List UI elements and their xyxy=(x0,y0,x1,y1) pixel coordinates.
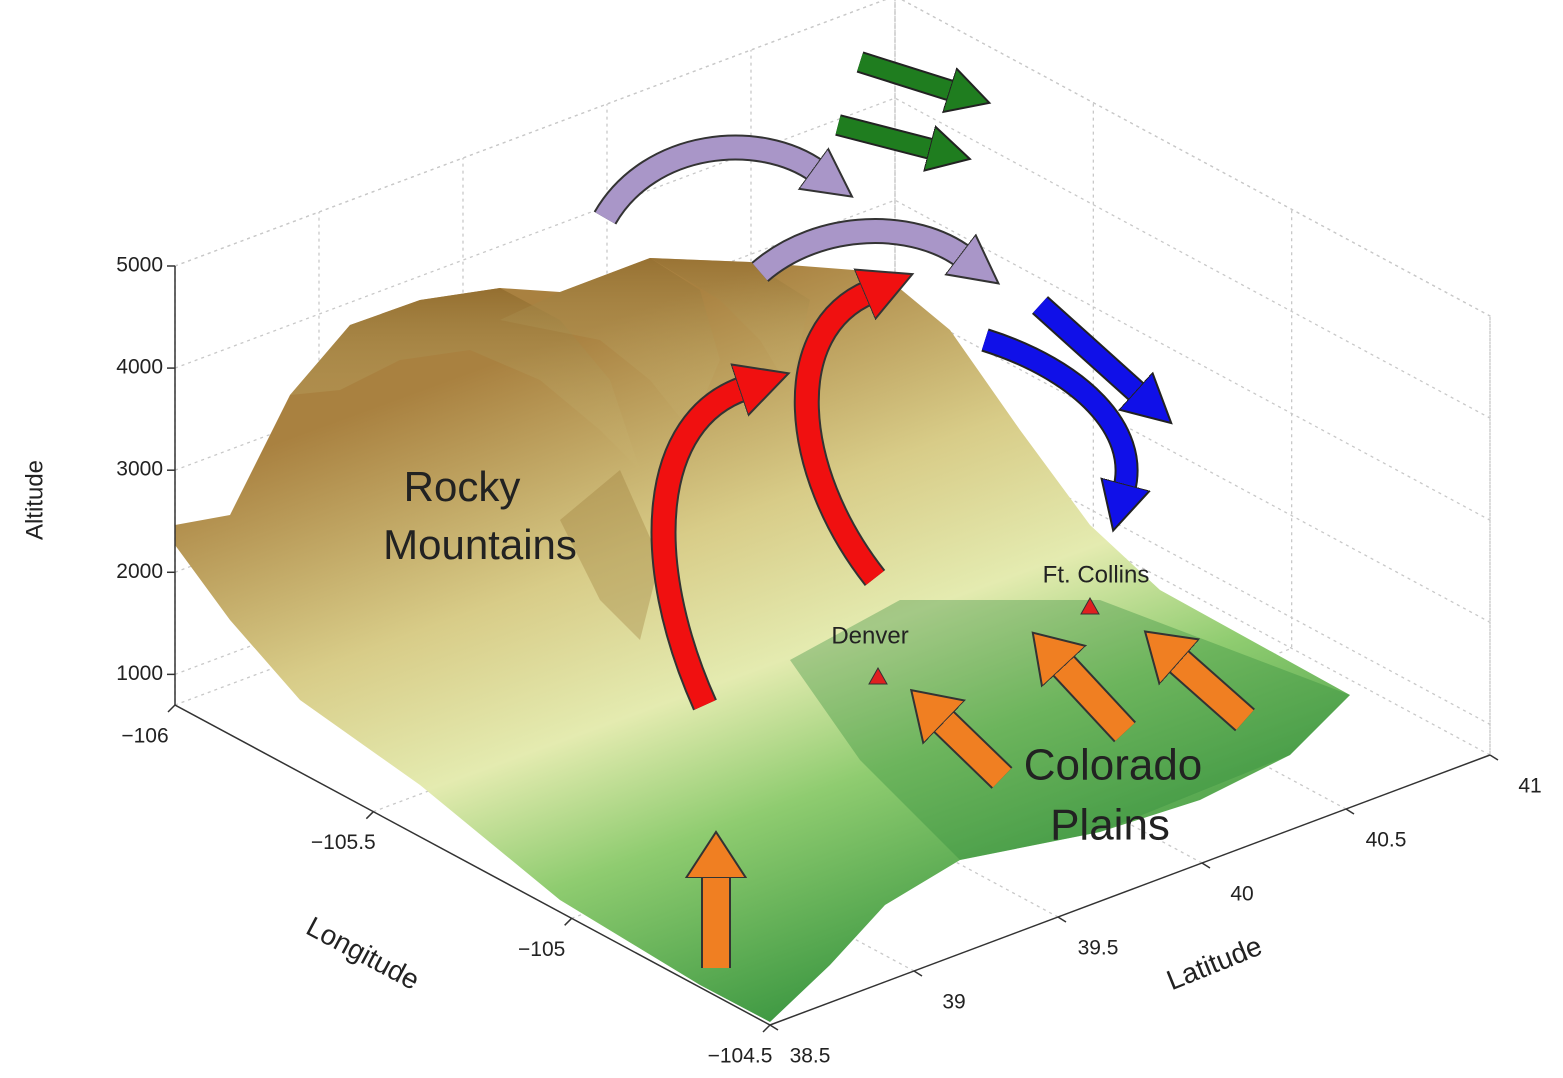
annotation: Colorado xyxy=(1024,741,1203,790)
z-axis-label: Altitude xyxy=(21,460,48,540)
orange-arrow xyxy=(940,718,1013,789)
annotation: Plains xyxy=(1050,801,1170,850)
z-tick-label: 1000 xyxy=(116,662,163,685)
annotation: Ft. Collins xyxy=(1043,561,1150,588)
y-axis-label: Latitude xyxy=(1162,930,1266,996)
terrain-surface xyxy=(175,258,1350,1022)
blue-arrow xyxy=(1031,296,1140,395)
z-tick-label: 4000 xyxy=(116,356,163,379)
terrain xyxy=(175,258,1350,1022)
orange-arrow xyxy=(1175,658,1255,732)
y-tick-label: 38.5 xyxy=(790,1045,831,1068)
x-tick-label: −104.5 xyxy=(708,1045,773,1068)
tick-mark xyxy=(1201,862,1211,869)
tick-mark xyxy=(1345,808,1355,815)
annotation: Rocky xyxy=(404,463,521,510)
tick-mark xyxy=(1489,754,1499,761)
axis-line xyxy=(174,266,1491,1026)
z-tick-label: 2000 xyxy=(116,560,163,583)
blue-arrow xyxy=(981,328,1127,490)
ridge xyxy=(650,258,810,390)
orange-arrow xyxy=(1060,662,1136,743)
z-tick-label: 3000 xyxy=(116,458,163,481)
tick-mark xyxy=(1057,916,1067,923)
tick-mark xyxy=(167,704,176,713)
green-arrow xyxy=(835,114,935,150)
y-tick-label: 40.5 xyxy=(1366,829,1407,852)
x-tick-label: −106 xyxy=(121,725,168,748)
ridge xyxy=(500,258,720,430)
plains-shade xyxy=(790,600,1350,860)
tick-mark xyxy=(769,1024,779,1031)
x-axis-label: Longitude xyxy=(301,911,424,996)
grid-line xyxy=(174,301,1491,623)
city-marker xyxy=(1080,596,1100,615)
z-tick-label: 5000 xyxy=(116,254,163,277)
annotation: Mountains xyxy=(383,521,577,568)
y-tick-label: 41 xyxy=(1518,775,1541,798)
tick-mark xyxy=(762,1024,771,1033)
city-marker xyxy=(868,666,888,685)
x-tick-label: −105.5 xyxy=(311,831,376,854)
x-tick-label: −105 xyxy=(518,938,565,961)
grid-line xyxy=(174,97,1491,419)
red-arrow xyxy=(793,292,875,587)
tick-mark xyxy=(365,811,374,820)
y-tick-label: 40 xyxy=(1230,883,1253,906)
annotation: Denver xyxy=(831,622,908,649)
tick-mark xyxy=(564,917,573,926)
ridge xyxy=(290,288,640,470)
red-arrow xyxy=(650,388,745,711)
green-arrow xyxy=(856,51,955,92)
purple-arrow xyxy=(593,134,818,225)
purple-arrow xyxy=(751,218,965,272)
grid-line xyxy=(174,0,1491,317)
ridge xyxy=(560,470,660,640)
y-tick-label: 39.5 xyxy=(1078,937,1119,960)
arrows xyxy=(593,51,1255,968)
tick-mark xyxy=(913,970,923,977)
y-tick-label: 39 xyxy=(942,991,965,1014)
